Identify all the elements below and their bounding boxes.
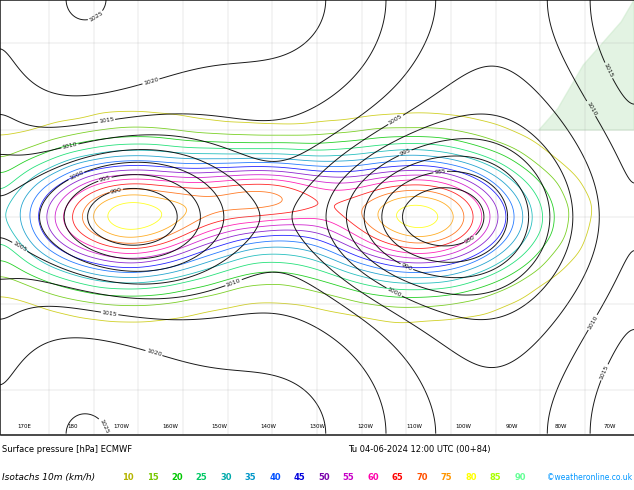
Text: 75: 75 <box>441 473 452 482</box>
Text: 170W: 170W <box>113 424 130 429</box>
Text: 110W: 110W <box>406 424 423 429</box>
Text: 1010: 1010 <box>586 315 598 330</box>
Text: 1010: 1010 <box>585 100 597 117</box>
Text: Surface pressure [hPa] ECMWF: Surface pressure [hPa] ECMWF <box>2 445 132 454</box>
Text: 995: 995 <box>98 175 112 183</box>
Text: 80W: 80W <box>555 424 567 429</box>
Text: 1000: 1000 <box>386 286 402 298</box>
Text: 100W: 100W <box>455 424 472 429</box>
Text: ©weatheronline.co.uk: ©weatheronline.co.uk <box>547 473 632 482</box>
Text: 990: 990 <box>110 187 122 195</box>
Text: 1015: 1015 <box>98 117 115 124</box>
Text: 140W: 140W <box>260 424 276 429</box>
Text: 1005: 1005 <box>388 114 404 126</box>
Text: 120W: 120W <box>358 424 374 429</box>
Text: 1015: 1015 <box>599 364 610 380</box>
Text: 180: 180 <box>68 424 78 429</box>
Text: 1020: 1020 <box>143 77 159 86</box>
Text: 1020: 1020 <box>146 348 162 358</box>
Text: 50: 50 <box>318 473 330 482</box>
Polygon shape <box>539 0 634 130</box>
Text: 995: 995 <box>399 148 411 157</box>
Text: 65: 65 <box>392 473 403 482</box>
Text: 10: 10 <box>122 473 134 482</box>
Text: 45: 45 <box>294 473 306 482</box>
Text: 20: 20 <box>171 473 183 482</box>
Text: 70: 70 <box>417 473 428 482</box>
Text: 85: 85 <box>489 473 501 482</box>
Text: 30: 30 <box>220 473 232 482</box>
Text: Tu 04-06-2024 12:00 UTC (00+84): Tu 04-06-2024 12:00 UTC (00+84) <box>348 445 491 454</box>
Text: 55: 55 <box>342 473 354 482</box>
Text: 150W: 150W <box>211 424 228 429</box>
Text: 980: 980 <box>464 234 476 245</box>
Text: 15: 15 <box>146 473 158 482</box>
Text: 1010: 1010 <box>61 142 78 150</box>
Text: 35: 35 <box>245 473 256 482</box>
Text: 60: 60 <box>367 473 378 482</box>
Text: Isotachs 10m (km/h): Isotachs 10m (km/h) <box>2 473 95 482</box>
Text: 70W: 70W <box>604 424 616 429</box>
Text: 170E: 170E <box>17 424 31 429</box>
Text: 130W: 130W <box>309 424 325 429</box>
Text: 1015: 1015 <box>101 310 118 317</box>
Text: 40: 40 <box>269 473 281 482</box>
Text: 985: 985 <box>434 169 446 175</box>
Text: 1005: 1005 <box>12 241 28 253</box>
Text: 90: 90 <box>514 473 526 482</box>
Text: 160W: 160W <box>162 424 179 429</box>
Text: 1025: 1025 <box>98 418 110 434</box>
Text: 1000: 1000 <box>68 170 84 181</box>
Text: 1015: 1015 <box>603 62 614 78</box>
Text: 80: 80 <box>465 473 477 482</box>
Text: 25: 25 <box>196 473 207 482</box>
Text: 990: 990 <box>400 262 413 271</box>
Text: 1010: 1010 <box>226 278 242 288</box>
Text: 90W: 90W <box>506 424 519 429</box>
Text: 1025: 1025 <box>88 10 104 23</box>
